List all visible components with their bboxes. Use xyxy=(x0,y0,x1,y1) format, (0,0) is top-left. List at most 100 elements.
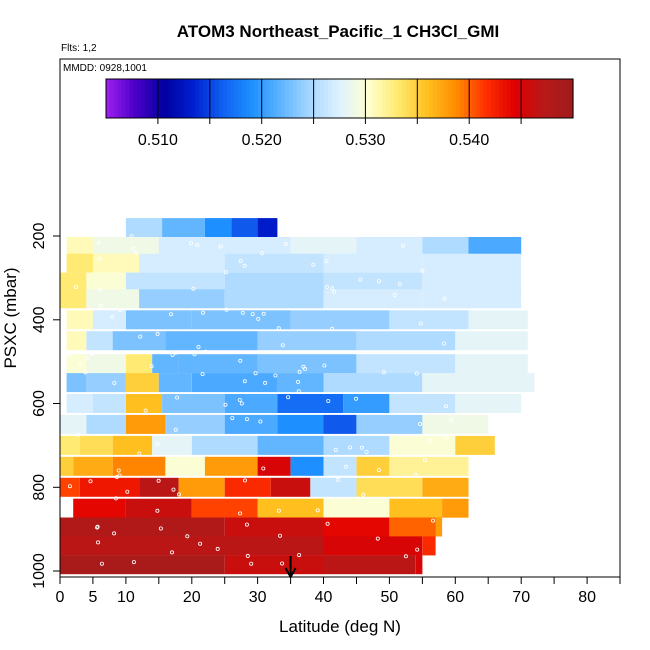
observation-marker xyxy=(238,511,243,516)
observation-marker xyxy=(240,310,245,315)
observation-marker xyxy=(326,398,331,403)
heatmap-cell-band1-seg0 xyxy=(66,237,93,256)
heatmap-cell-band6-seg0 xyxy=(66,331,87,351)
colorbar-swatch xyxy=(374,79,380,118)
observation-marker xyxy=(253,371,258,376)
colorbar-swatch xyxy=(230,79,236,118)
heatmap-cell-band17-seg1 xyxy=(224,555,324,575)
heatmap-cell-band9-seg1 xyxy=(92,394,126,413)
heatmap-cell-band4-seg5 xyxy=(422,289,522,309)
heatmap-cell-band15-seg3 xyxy=(389,517,436,537)
observation-marker xyxy=(155,441,160,446)
observation-marker xyxy=(169,550,174,555)
colorbar-swatch xyxy=(176,79,181,118)
heatmap-cell-band2-seg1 xyxy=(92,253,139,273)
heatmap-cell-band2-seg3 xyxy=(224,253,324,273)
heatmap-cell-band7-seg4 xyxy=(178,354,258,374)
heatmap-cell-band11-seg8 xyxy=(455,435,495,455)
heatmap-cell-band2-seg0 xyxy=(66,253,93,273)
observation-marker xyxy=(242,379,247,384)
colorbar-swatch xyxy=(331,79,337,118)
observation-marker xyxy=(332,289,337,294)
observation-marker xyxy=(400,243,405,248)
heatmap-cell-band8-seg4 xyxy=(191,373,278,393)
colorbar-swatch xyxy=(456,79,461,118)
colorbar: 0.510 0.520 0.530 0.540 xyxy=(105,78,574,149)
observation-marker xyxy=(74,285,79,290)
heatmap-cell-band13-seg7 xyxy=(356,477,423,497)
observation-marker xyxy=(223,270,228,275)
observation-marker xyxy=(99,561,104,566)
colorbar-swatch xyxy=(323,79,329,118)
colorbar-swatch xyxy=(405,79,411,118)
colorbar-swatch xyxy=(444,79,450,118)
colorbar-swatch xyxy=(545,79,551,118)
observation-marker xyxy=(403,554,408,559)
colorbar-swatch xyxy=(164,79,169,118)
heatmap-cell-band5-seg2 xyxy=(125,310,192,330)
heatmap-cell-band12-seg4 xyxy=(204,456,258,476)
y-tick-label: 200 xyxy=(31,223,48,250)
heatmap-cell-band1-seg4 xyxy=(356,237,423,256)
heatmap-cell-band8-seg1 xyxy=(86,373,126,393)
colorbar-swatch xyxy=(304,79,309,118)
heatmap-cell-band6-seg4 xyxy=(257,331,357,351)
colorbar-swatch xyxy=(452,79,457,118)
heatmap-cell-band12-seg2 xyxy=(112,456,166,476)
colorbar-swatch xyxy=(358,79,364,118)
observation-marker xyxy=(170,352,175,357)
heatmap-cell-band10-seg3 xyxy=(165,414,225,434)
observation-marker xyxy=(168,312,173,317)
observation-marker xyxy=(414,371,419,376)
x-tick-label: 60 xyxy=(446,589,464,606)
y-tick-label: 600 xyxy=(31,390,48,417)
observation-marker xyxy=(280,343,285,348)
colorbar-swatch xyxy=(351,79,356,118)
heatmap-cell-band14-seg1 xyxy=(125,498,192,518)
heatmap-cell-band14-seg6 xyxy=(442,498,469,518)
colorbar-swatch xyxy=(393,79,399,118)
colorbar-swatch xyxy=(327,79,333,118)
observation-marker xyxy=(223,402,228,407)
heatmap-cell-band13-seg2 xyxy=(139,477,179,497)
heatmap-cell-band15-seg2 xyxy=(323,517,390,537)
colorbar-swatch xyxy=(218,79,224,118)
heatmap-cell-band14-seg3 xyxy=(257,498,324,518)
colorbar-swatch xyxy=(534,79,539,118)
x-tick-label: 40 xyxy=(315,589,333,606)
colorbar-swatch xyxy=(506,79,512,118)
colorbar-swatch xyxy=(265,79,271,118)
colorbar-swatch xyxy=(152,79,158,118)
heatmap-cell-band15-seg0 xyxy=(60,517,225,537)
heatmap-cell-band7-seg0 xyxy=(66,354,87,374)
observation-marker xyxy=(442,296,447,301)
heatmap-cell-band7-seg7 xyxy=(455,354,528,374)
chart-title: ATOM3 Northeast_Pacific_1 CH3Cl_GMI xyxy=(177,22,499,41)
colorbar-swatch xyxy=(191,79,197,118)
colorbar-swatch xyxy=(479,79,485,118)
heatmap-cell-band5-seg0 xyxy=(66,310,93,330)
heatmap-cell-band14-seg5 xyxy=(389,498,443,518)
heatmap-cell-band4-seg2 xyxy=(139,289,225,309)
observation-marker xyxy=(283,241,288,246)
observation-marker xyxy=(364,449,369,454)
x-tick-label: 50 xyxy=(381,589,399,606)
observation-marker xyxy=(261,466,266,471)
colorbar-swatch xyxy=(133,79,138,118)
heatmap-cell-band3-seg5 xyxy=(422,272,522,292)
colorbar-swatch xyxy=(343,79,348,118)
heatmap-cell-band16-seg2 xyxy=(422,536,436,556)
colorbar-swatch xyxy=(397,79,403,118)
observation-marker xyxy=(297,369,302,374)
x-axis: 0 5 10 20 30 40 50 60 70 80 xyxy=(56,577,621,606)
observation-marker xyxy=(192,352,197,357)
colorbar-swatch xyxy=(156,79,162,118)
heatmap-cell-band13-seg8 xyxy=(422,477,469,497)
observation-marker xyxy=(361,492,366,497)
observation-marker xyxy=(118,308,123,313)
heatmap-cell-band10-seg4 xyxy=(224,414,278,434)
heatmap-cell-band8-seg0 xyxy=(66,373,87,393)
observation-marker xyxy=(137,451,142,456)
heatmap-cell-band6-seg3 xyxy=(165,331,258,351)
heatmap-cell-band13-seg4 xyxy=(224,477,271,497)
